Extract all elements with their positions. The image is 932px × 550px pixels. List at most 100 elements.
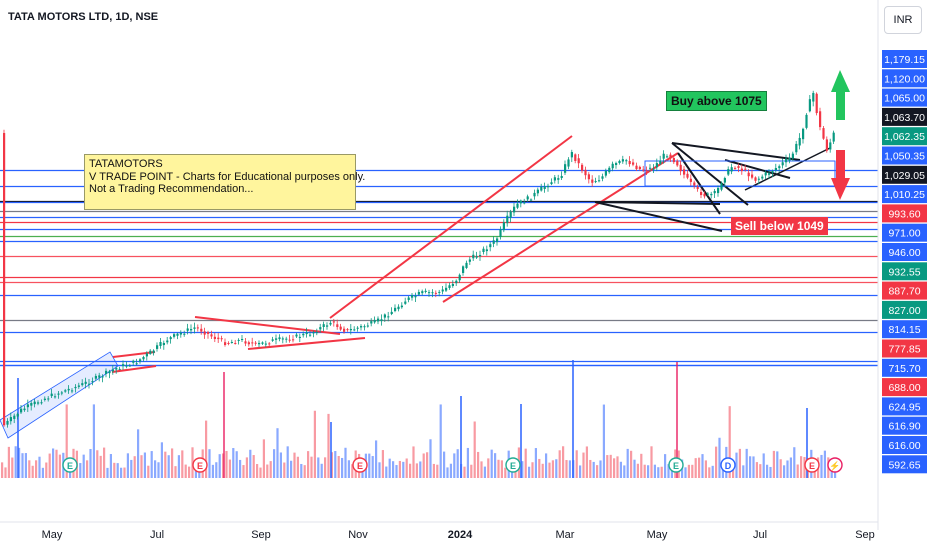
volume-bar	[626, 448, 629, 478]
volume-bar	[653, 464, 656, 478]
volume-bar	[92, 404, 95, 478]
volume-bar	[7, 446, 10, 478]
volume-bar	[147, 465, 150, 478]
candle-body	[23, 408, 26, 411]
candle-body	[111, 369, 114, 372]
candle-body	[264, 343, 267, 345]
candle-body	[506, 215, 509, 224]
volume-bar	[630, 450, 633, 478]
volume-bar	[766, 464, 769, 478]
price-tag	[882, 50, 927, 68]
volume-bar	[745, 448, 748, 478]
candle-body	[207, 332, 210, 334]
candle-body	[108, 371, 111, 374]
candle-body	[196, 327, 199, 329]
candle-body	[122, 364, 125, 367]
candle-body	[193, 327, 196, 329]
volume-bar	[664, 454, 667, 478]
candle-body	[139, 359, 142, 362]
volume-bar	[609, 454, 612, 478]
candle-body	[173, 334, 176, 337]
candle-body	[581, 164, 584, 171]
candle-body	[145, 353, 148, 357]
volume-bar	[154, 460, 157, 478]
candle-body	[54, 396, 57, 398]
candle-body	[16, 413, 19, 417]
volume-bar	[558, 450, 561, 478]
volume-bar	[772, 450, 775, 478]
time-axis: May Jul Sep Nov 2024 Mar May Jul Sep	[0, 521, 878, 541]
candle-body	[557, 178, 560, 180]
event-marker	[352, 457, 368, 473]
volume-bar	[337, 455, 340, 478]
volume-bar	[432, 463, 435, 478]
volume-bar	[565, 460, 568, 478]
candle-body	[659, 160, 662, 165]
volume-bar	[38, 456, 41, 478]
trendline	[677, 152, 721, 215]
candle-body	[638, 166, 641, 170]
volume-bar	[35, 460, 38, 478]
candle-body	[20, 408, 23, 413]
candle-body	[713, 190, 716, 194]
volume-bar	[694, 458, 697, 478]
volume-bar	[575, 450, 578, 478]
candle-body	[380, 319, 383, 322]
candle-body	[455, 280, 458, 284]
volume-bar	[256, 464, 259, 478]
candle-body	[176, 333, 179, 336]
candle-body	[652, 168, 655, 170]
volume-bar	[286, 446, 289, 478]
volume-bar	[351, 464, 354, 478]
currency-selector[interactable]: INR	[884, 6, 922, 34]
candle-body	[723, 178, 726, 183]
price-tag	[882, 204, 927, 223]
candle-body	[829, 142, 832, 150]
trendline	[671, 142, 801, 161]
candle-body	[400, 305, 403, 308]
volume-bar	[143, 452, 146, 478]
volume-bar	[660, 466, 663, 478]
candle-body	[377, 318, 380, 322]
volume-bar	[313, 410, 316, 478]
candle-body	[727, 169, 730, 175]
volume-bar	[623, 465, 626, 478]
candle-body	[346, 329, 349, 331]
ascending-channel	[0, 351, 119, 439]
time-tick-label: Sep	[251, 529, 271, 541]
candle-body	[230, 341, 233, 343]
event-markers: E E E E E D E ⚡	[62, 457, 843, 473]
volume-bar	[735, 452, 738, 478]
price-tag-label: 688.00	[888, 382, 920, 394]
candle-body	[407, 297, 410, 301]
note-line: V TRADE POINT - Charts for Educational p…	[89, 170, 366, 183]
price-tag	[882, 339, 927, 358]
price-tag	[882, 185, 927, 204]
candle-body	[210, 334, 213, 337]
candle-body	[336, 324, 339, 327]
candle-body	[798, 137, 801, 146]
candle-body	[649, 167, 652, 169]
volume-bar	[786, 460, 789, 478]
volume-bar	[140, 455, 143, 478]
volume-bar	[599, 460, 602, 478]
price-axis: 1,179.15 1,120.00 1,065.00 1,063.70 1,062.35…	[877, 0, 927, 530]
candle-body	[434, 292, 437, 294]
event-marker-label: E	[67, 461, 73, 471]
price-tag-label: 887.70	[888, 286, 920, 298]
event-marker-label: E	[809, 461, 815, 471]
volume-bar	[191, 447, 194, 478]
volume-bar	[262, 439, 265, 478]
candle-body	[298, 336, 301, 338]
candle-body	[499, 229, 502, 237]
trendline	[594, 201, 723, 232]
candle-body	[781, 162, 784, 166]
volume-bar	[300, 463, 303, 478]
candle-body	[251, 342, 254, 344]
candle-body	[513, 206, 516, 213]
event-marker	[505, 457, 521, 473]
price-tag-label: 814.15	[888, 324, 920, 336]
volume-bar	[789, 457, 792, 478]
candle-body	[761, 176, 764, 179]
